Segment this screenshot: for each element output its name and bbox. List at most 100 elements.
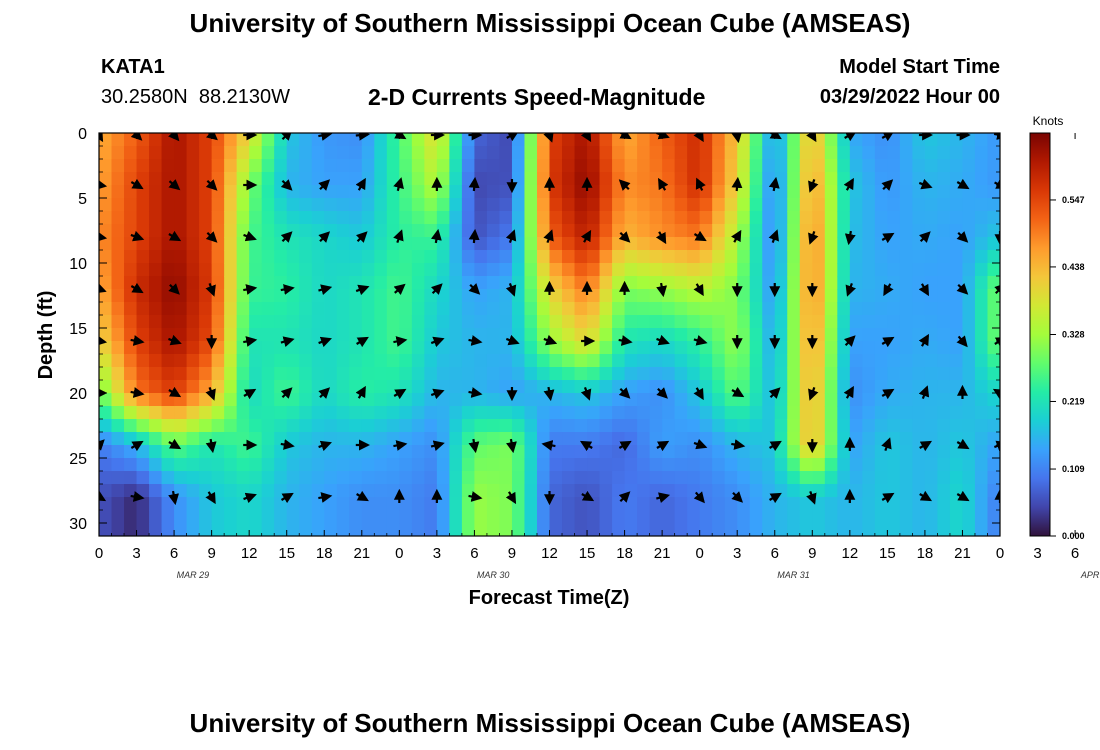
heatmap-cell [399,172,413,186]
heatmap-cell [749,471,763,485]
heatmap-cell [912,406,926,420]
heatmap-cell [199,237,213,251]
heatmap-cell [211,341,225,355]
current-vector [280,231,293,243]
colorbar-tick-label: 0.109 [1062,464,1085,474]
heatmap-cell [937,263,951,277]
heatmap-cell [99,367,113,381]
heatmap-cell [224,250,238,264]
heatmap-cell [411,406,425,420]
heatmap-cell [912,289,926,303]
heatmap-cell [99,523,113,536]
current-vector [205,386,216,401]
date-label: MAR 31 [777,570,810,580]
heatmap-cell [612,458,626,472]
heatmap-cell [186,263,200,277]
heatmap-cell [124,237,138,251]
heatmap-cell [111,198,125,212]
heatmap-cell [549,380,563,394]
heatmap-cell [224,393,238,407]
heatmap-cell [824,393,838,407]
heatmap-cell [499,263,513,277]
heatmap-cell [774,315,788,329]
heatmap-cell [299,315,313,329]
heatmap-cell [349,419,363,433]
heatmap-cell [511,445,526,459]
heatmap-cell [386,432,400,446]
heatmap-cell [799,419,813,433]
heatmap-cell [111,276,125,290]
heatmap-cell [787,432,801,446]
current-vector [468,491,483,502]
heatmap-cell [249,198,263,212]
heatmap-cell [924,471,939,485]
heatmap-cell [474,146,488,160]
heatmap-cell [511,367,526,381]
model-start-label: Model Start Time [839,56,1000,78]
heatmap-cell [599,172,613,186]
heatmap-cell [374,497,388,511]
heatmap-cell [699,302,713,316]
heatmap-cell [874,211,888,225]
heatmap-cell [311,276,325,290]
heatmap-cell [862,510,876,524]
heatmap-cell [449,471,463,485]
heatmap-cell [662,497,676,511]
heatmap-cell [511,159,526,173]
heatmap-cell [749,237,763,251]
heatmap-cell [361,367,375,381]
heatmap-cell [524,458,538,472]
current-vector [918,283,930,297]
heatmap-cell [286,445,300,459]
heatmap-cell [486,146,501,160]
heatmap-cell [311,250,325,264]
heatmap-cell [899,146,913,160]
heatmap-cell [687,341,701,355]
heatmap-cell [186,419,200,433]
heatmap-cell [649,419,663,433]
heatmap-cell [862,406,876,420]
heatmap-cell [99,315,113,329]
heatmap-cell [974,315,989,329]
heatmap-cell [224,211,238,225]
heatmap-cell [286,198,300,212]
heatmap-cell [774,198,788,212]
heatmap-cell [924,263,939,277]
heatmap-cell [924,211,939,225]
heatmap-cell [524,211,538,225]
heatmap-cell [361,341,375,355]
current-vector [168,178,181,191]
heatmap-cell [862,198,876,212]
heatmap-cell [461,250,476,264]
x-tick-label: 6 [170,545,178,562]
heatmap-cell [637,393,651,407]
heatmap-cell [474,276,488,290]
heatmap-cell [536,315,551,329]
heatmap-cell [762,263,776,277]
heatmap-cell [574,419,588,433]
heatmap-cell [662,172,676,186]
heatmap-cell [374,458,388,472]
current-vector [806,490,817,505]
heatmap-cell [724,263,738,277]
heatmap-cell [737,211,751,225]
heatmap-cell [424,367,438,381]
heatmap-cell [486,185,501,199]
heatmap-cell [562,367,576,381]
heatmap-cell [324,341,338,355]
heatmap-cell [974,419,989,433]
heatmap-cell [536,276,551,290]
heatmap-cell [749,276,763,290]
heatmap-cell [124,497,138,511]
heatmap-cell [899,237,913,251]
heatmap-cell [712,458,726,472]
heatmap-cell [549,185,563,199]
heatmap-cell [899,354,913,368]
heatmap-cell [274,159,288,173]
heatmap-cell [486,263,501,277]
heatmap-cell [587,250,601,264]
heatmap-cell [624,419,638,433]
heatmap-cell [486,302,501,316]
heatmap-cell [687,237,701,251]
heatmap-cell [899,380,913,394]
